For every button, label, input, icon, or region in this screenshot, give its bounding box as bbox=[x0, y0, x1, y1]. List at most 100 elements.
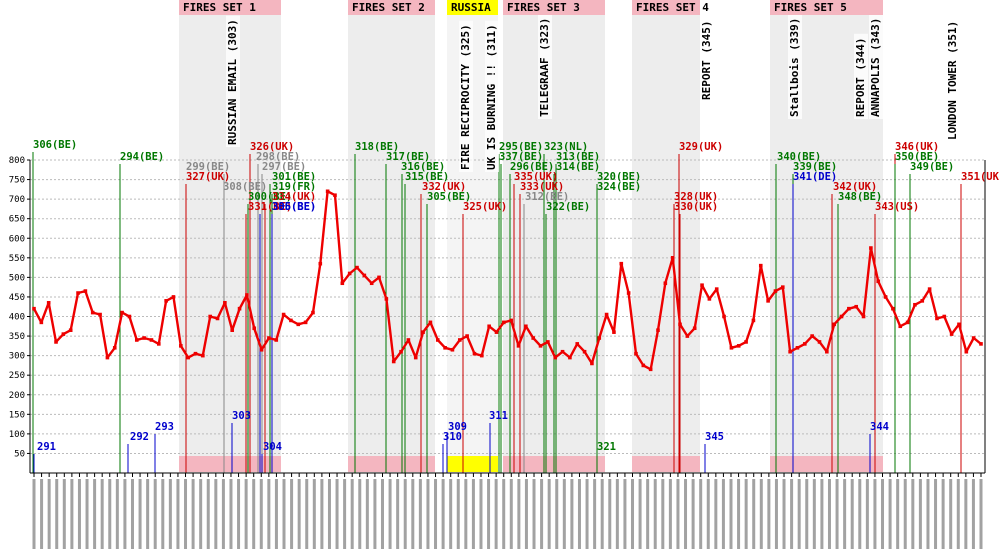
data-point bbox=[112, 346, 117, 350]
x-tick-label-glyphs bbox=[577, 479, 581, 549]
y-tick-label-400: 400 bbox=[9, 313, 25, 323]
vertical-title-bg bbox=[538, 14, 552, 119]
marker-label-337(BE): 337(BE) bbox=[499, 151, 543, 163]
x-tick-label-glyphs bbox=[865, 479, 869, 549]
x-tick-label-glyphs bbox=[100, 479, 104, 549]
data-point bbox=[245, 293, 249, 297]
x-tick-label-glyphs bbox=[956, 479, 960, 549]
x-tick-label-glyphs bbox=[941, 479, 945, 549]
x-tick-label-glyphs bbox=[297, 479, 301, 549]
data-point bbox=[634, 351, 638, 356]
marker-label-340(BE): 340(BE) bbox=[777, 151, 821, 163]
data-point bbox=[61, 332, 66, 336]
x-tick-label-glyphs bbox=[911, 479, 915, 549]
data-point bbox=[751, 318, 756, 323]
vertical-title-bg bbox=[459, 20, 473, 172]
x-tick-label-glyphs bbox=[199, 479, 203, 549]
data-point bbox=[604, 312, 609, 317]
event-band-header-4 bbox=[503, 0, 605, 15]
vertical-title-bg bbox=[788, 14, 802, 119]
marker-label-318(BE): 318(BE) bbox=[355, 141, 399, 153]
x-tick-label-glyphs bbox=[62, 479, 66, 549]
vertical-title-7: REPORT (344) bbox=[854, 33, 868, 119]
data-point bbox=[252, 326, 257, 331]
data-point bbox=[524, 324, 528, 329]
data-point bbox=[201, 353, 205, 358]
vertical-title-text: FIRE RECIPROCITY (325) bbox=[459, 24, 472, 170]
x-tick-label-glyphs bbox=[843, 479, 847, 549]
x-tick-label-glyphs bbox=[274, 479, 278, 549]
data-point bbox=[237, 306, 242, 311]
data-point bbox=[692, 326, 697, 331]
x-tick-label-glyphs bbox=[827, 479, 831, 549]
data-point bbox=[208, 314, 212, 319]
x-tick-label-glyphs bbox=[40, 479, 44, 549]
x-tick-label-glyphs bbox=[335, 479, 339, 549]
x-tick-label-glyphs bbox=[562, 479, 566, 549]
series-line bbox=[32, 190, 982, 371]
x-tick-label-glyphs bbox=[623, 479, 627, 549]
marker-label-314(BE): 314(BE) bbox=[556, 161, 600, 173]
x-tick-label-glyphs bbox=[305, 479, 309, 549]
x-tick-label-glyphs bbox=[327, 479, 331, 549]
y-tick-label-350: 350 bbox=[9, 332, 25, 342]
vertical-title-bg bbox=[700, 16, 714, 102]
vertical-title-2: FIRE RECIPROCITY (325) bbox=[459, 20, 473, 172]
x-tick-label-glyphs bbox=[737, 479, 741, 549]
x-tick-label-glyphs bbox=[494, 479, 498, 549]
x-tick-label-glyphs bbox=[373, 479, 377, 549]
data-point bbox=[435, 338, 440, 342]
x-tick-label-glyphs bbox=[555, 479, 559, 549]
data-point bbox=[729, 346, 734, 350]
y-tick-label-300: 300 bbox=[9, 352, 25, 362]
marker-label-297(BE): 297(BE) bbox=[262, 161, 306, 173]
marker-label-311: 311 bbox=[489, 410, 508, 422]
event-band-5 bbox=[632, 14, 700, 473]
marker-label-339(BE): 339(BE) bbox=[793, 161, 837, 173]
marker-label-325(UK): 325(UK) bbox=[463, 201, 507, 213]
event-band-label-6: FIRES SET 5 bbox=[774, 1, 847, 14]
x-tick-label-glyphs bbox=[93, 479, 97, 549]
data-point bbox=[142, 336, 146, 340]
x-tick-label-glyphs bbox=[77, 479, 81, 549]
marker-label-350(BE): 350(BE) bbox=[895, 151, 939, 163]
marker-label-333(UK): 333(UK) bbox=[520, 181, 564, 193]
data-point bbox=[39, 320, 44, 325]
vertical-title-text: Stallbois (339) bbox=[788, 18, 801, 117]
marker-label-315(BE): 315(BE) bbox=[405, 171, 449, 183]
x-tick-label-glyphs bbox=[161, 479, 165, 549]
x-tick-label-glyphs bbox=[608, 479, 612, 549]
x-tick-label-glyphs bbox=[767, 479, 771, 549]
x-tick-label-glyphs bbox=[176, 479, 180, 549]
data-point bbox=[487, 324, 491, 329]
data-point bbox=[839, 314, 844, 319]
data-point bbox=[311, 310, 315, 315]
data-point bbox=[575, 342, 580, 346]
x-tick-label-glyphs bbox=[873, 479, 877, 549]
event-band-label-5: FIRES SET 4 bbox=[636, 1, 709, 14]
data-point bbox=[913, 302, 917, 307]
x-tick-label-glyphs bbox=[456, 479, 460, 549]
x-tick-label-glyphs bbox=[790, 479, 794, 549]
data-point bbox=[259, 347, 264, 352]
data-point bbox=[333, 193, 337, 198]
event-band-label-3: RUSSIA bbox=[451, 1, 491, 14]
data-point bbox=[296, 322, 301, 327]
x-tick-label-glyphs bbox=[32, 479, 36, 549]
x-tick-label-glyphs bbox=[964, 479, 968, 549]
data-point bbox=[179, 344, 183, 348]
marker-label-349(BE): 349(BE) bbox=[910, 161, 954, 173]
x-tick-label-glyphs bbox=[782, 479, 786, 549]
marker-label-327(UK): 327(UK) bbox=[186, 171, 230, 183]
x-tick-label-glyphs bbox=[464, 479, 468, 549]
axes: 50 100 150 200 250 300 350 400 450 500 550 600 650 70… bbox=[9, 156, 986, 549]
data-point bbox=[54, 340, 58, 344]
x-tick-label-glyphs bbox=[426, 479, 430, 549]
event-bands bbox=[179, 14, 883, 473]
vertical-title-6: Stallbois (339) bbox=[788, 14, 802, 119]
x-tick-label-glyphs bbox=[653, 479, 657, 549]
data-point bbox=[215, 316, 220, 321]
x-tick-label-glyphs bbox=[55, 479, 59, 549]
data-point bbox=[105, 355, 110, 360]
